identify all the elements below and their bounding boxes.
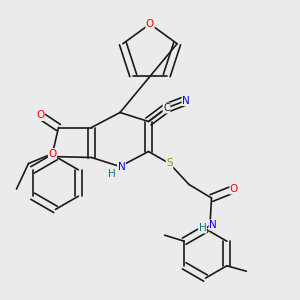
Text: O: O — [146, 19, 154, 29]
Text: N: N — [118, 161, 125, 172]
Text: H: H — [199, 223, 206, 233]
Text: O: O — [230, 184, 238, 194]
Text: N: N — [209, 220, 217, 230]
Text: N: N — [182, 95, 190, 106]
Text: O: O — [48, 148, 57, 159]
Text: O: O — [36, 110, 45, 121]
Text: H: H — [108, 169, 116, 179]
Text: S: S — [166, 158, 173, 169]
Text: C: C — [163, 103, 170, 113]
